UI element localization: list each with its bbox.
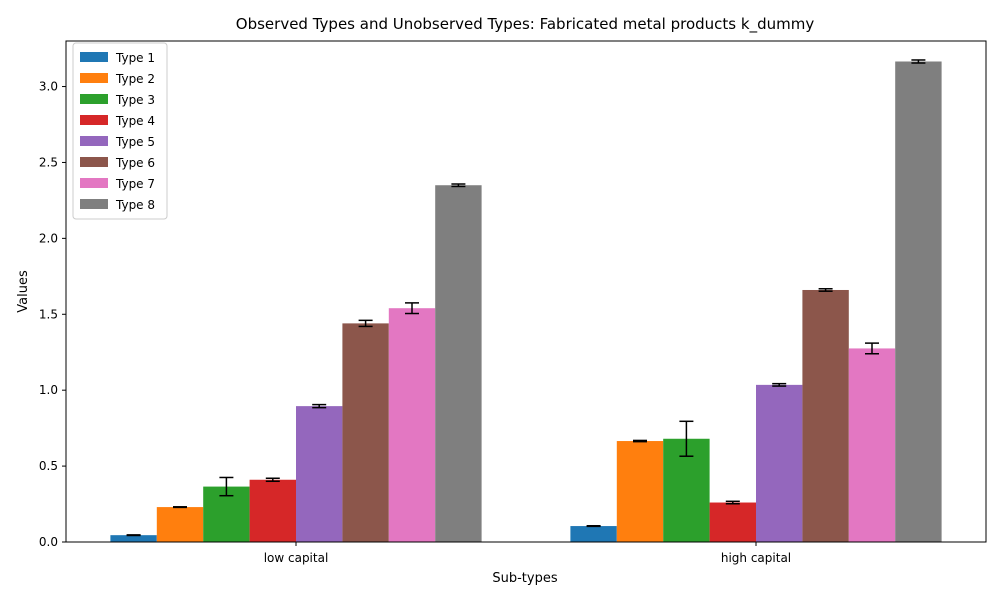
x-tick-label: low capital [264, 551, 329, 565]
bar-type-6 [342, 323, 389, 542]
bar-type-1 [110, 535, 157, 542]
legend-label: Type 1 [115, 51, 155, 65]
legend-swatch [80, 136, 108, 146]
bar-type-6 [802, 289, 849, 542]
bar-type-1 [570, 526, 617, 542]
legend-swatch [80, 52, 108, 62]
y-tick-label: 0.5 [39, 459, 58, 473]
legend-label: Type 7 [115, 177, 155, 191]
legend-swatch [80, 115, 108, 125]
legend-swatch [80, 178, 108, 188]
y-tick-label: 3.0 [39, 80, 58, 94]
bar-type-8 [895, 61, 942, 542]
legend-label: Type 5 [115, 135, 155, 149]
bar-type-4 [709, 502, 756, 542]
legend-swatch [80, 73, 108, 83]
bar-type-5 [756, 384, 803, 542]
legend-label: Type 8 [115, 198, 155, 212]
y-tick-label: 0.0 [39, 535, 58, 549]
bars-layer [110, 61, 942, 542]
bar-type-2 [616, 441, 664, 542]
legend: Type 1 Type 2 Type 3 Type 4 Type 5 Type 6 Type… [72, 42, 168, 220]
legend-swatch [80, 157, 108, 167]
y-axis-label: Values [16, 270, 31, 313]
y-tick-label: 1.0 [39, 383, 58, 397]
x-axis: low capital high capital [264, 542, 791, 565]
legend-frame [72, 42, 168, 220]
bar-type-7 [388, 308, 436, 542]
legend-label: Type 3 [115, 93, 155, 107]
legend-label: Type 2 [115, 72, 155, 86]
x-axis-label: Sub-types [492, 571, 557, 586]
error-bars-layer [126, 59, 926, 537]
y-tick-label: 2.0 [39, 231, 58, 245]
y-tick-label: 1.5 [39, 307, 58, 321]
x-tick-label: high capital [721, 551, 791, 565]
y-axis: 0.0 0.5 1.0 1.5 2.0 2.5 3.0 [39, 80, 66, 549]
plot-frame [65, 40, 987, 543]
bar-type-5 [296, 406, 343, 542]
y-tick-label: 2.5 [39, 155, 58, 169]
legend-swatch [80, 199, 108, 209]
bar-type-2 [156, 507, 204, 542]
bar-type-4 [249, 479, 296, 542]
legend-label: Type 6 [115, 156, 155, 170]
chart-title: Observed Types and Unobserved Types: Fab… [236, 15, 815, 34]
legend-label: Type 4 [115, 114, 155, 128]
bar-type-8 [435, 185, 482, 542]
bar-type-7 [848, 348, 896, 542]
legend-swatch [80, 94, 108, 104]
